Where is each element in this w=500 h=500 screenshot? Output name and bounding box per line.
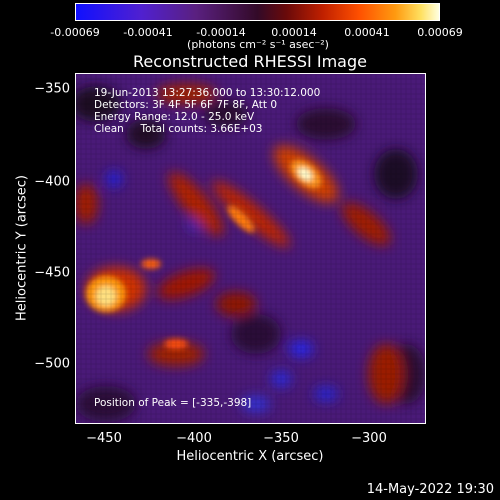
y-axis-label: Heliocentric Y (arcsec) xyxy=(14,175,30,321)
colorbar-unit: (photons cm⁻² s⁻¹ asec⁻²) xyxy=(187,38,329,51)
x-tick-label: −400 xyxy=(176,431,212,446)
time-range-label: 19-Jun-2013 13:27:36.000 to 13:30:12.000 xyxy=(94,87,321,99)
y-tick-label: −350 xyxy=(34,81,70,97)
clean-counts-label: Clean Total counts: 3.66E+03 xyxy=(94,123,263,135)
colorbar-tick: -0.00014 xyxy=(196,26,246,39)
energy-range-label: Energy Range: 12.0 - 25.0 keV xyxy=(94,111,255,123)
y-tick-label: −500 xyxy=(34,356,70,372)
x-tick-label: −350 xyxy=(263,431,299,446)
y-tick-label: −400 xyxy=(34,174,70,190)
rhessi-image xyxy=(75,73,426,424)
x-tick-label: −450 xyxy=(86,431,122,446)
x-axis-label: Heliocentric X (arcsec) xyxy=(176,449,324,464)
colorbar-tick: 0.00069 xyxy=(417,26,463,39)
detectors-label: Detectors: 3F 4F 5F 6F 7F 8F, Att 0 xyxy=(94,99,278,111)
colorbar-tick: -0.00041 xyxy=(123,26,173,39)
colorbar-tick: -0.00069 xyxy=(50,26,100,39)
colorbar xyxy=(75,3,440,21)
peak-position-label: Position of Peak = [-335,-398] xyxy=(94,397,252,409)
colorbar-tick: 0.00014 xyxy=(271,26,317,39)
image-title: Reconstructed RHESSI Image xyxy=(133,52,367,71)
date-stamp: 14-May-2022 19:30 xyxy=(366,482,494,497)
colorbar-tick: 0.00041 xyxy=(344,26,390,39)
y-tick-label: −450 xyxy=(34,265,70,281)
x-tick-label: −300 xyxy=(351,431,387,446)
